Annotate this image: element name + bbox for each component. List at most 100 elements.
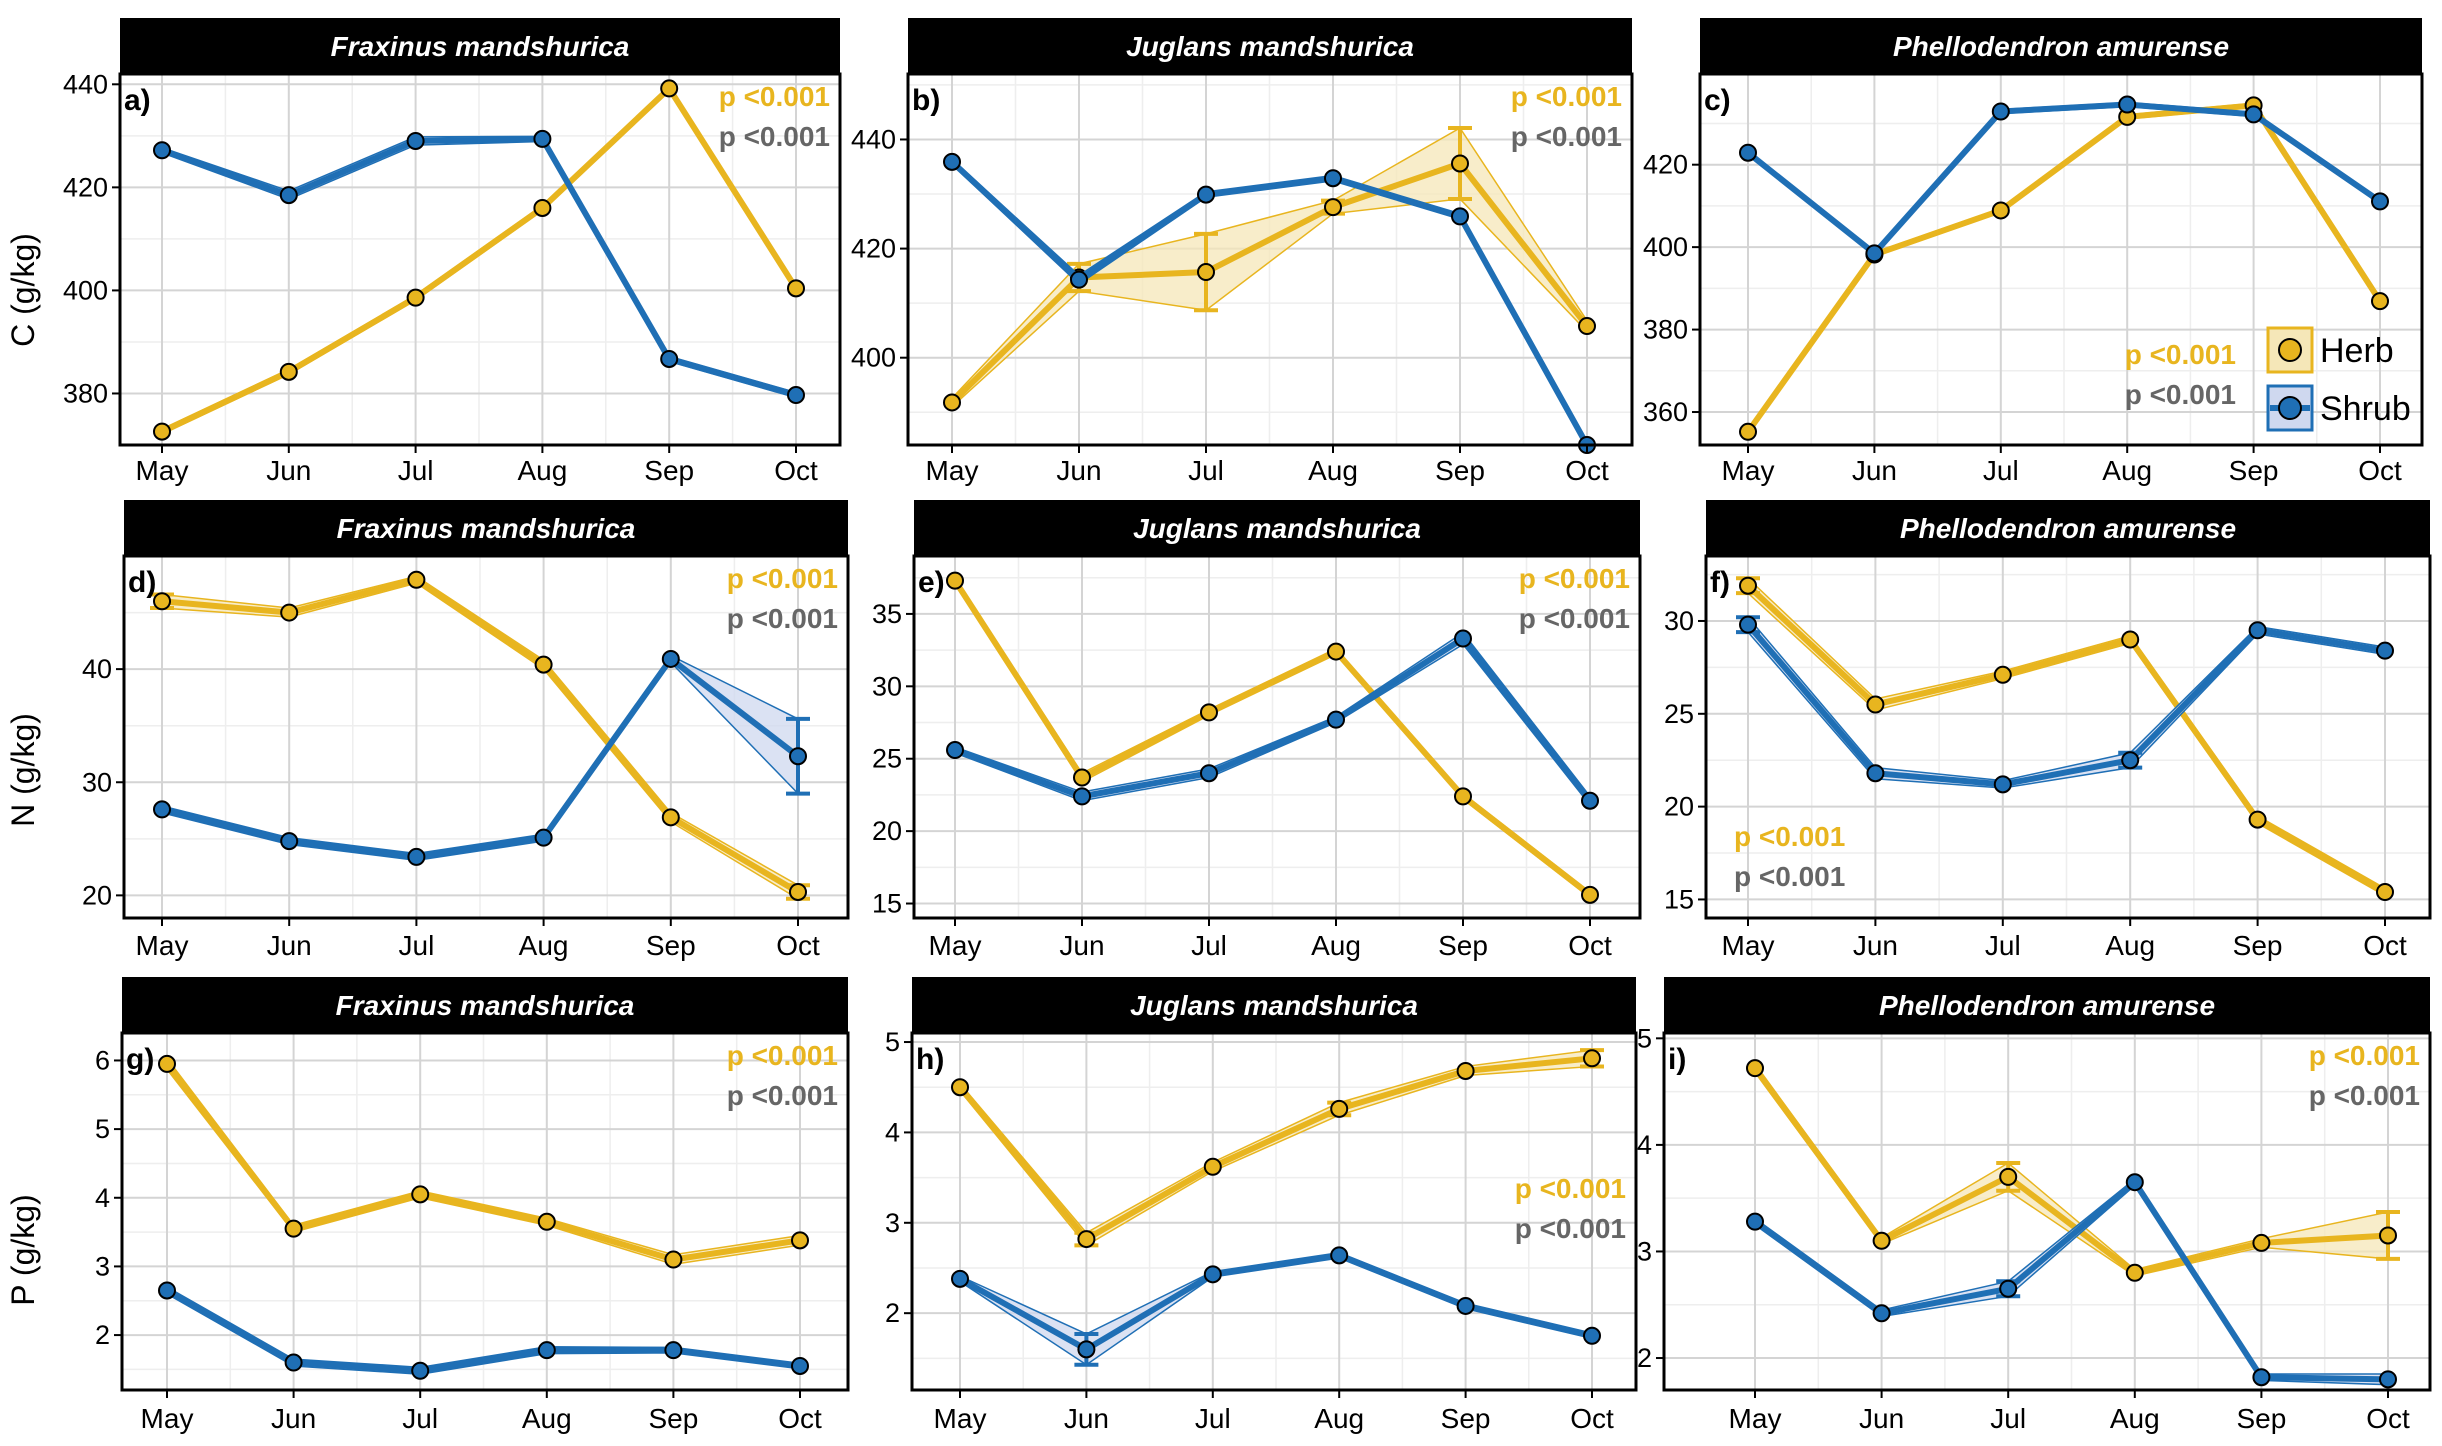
row-label-p: P (g/kg) xyxy=(5,1194,41,1305)
point-herb xyxy=(153,592,171,611)
series-line-shrub xyxy=(1746,101,2382,257)
point-shrub xyxy=(411,1361,430,1380)
series-line-shrub xyxy=(1745,622,2386,788)
x-tick-label: Aug xyxy=(1308,455,1358,486)
point-shrub xyxy=(537,1341,556,1360)
p-value-herb: p <0.001 xyxy=(1515,1173,1626,1204)
series-line-herb xyxy=(164,1062,801,1263)
x-tick-label: May xyxy=(926,455,979,486)
point-shrub xyxy=(158,1281,176,1300)
series-line-shrub xyxy=(953,635,1593,803)
point-herb xyxy=(1746,1059,1764,1078)
p-value-shrub: p <0.001 xyxy=(727,1080,838,1111)
panel-f: Phellodendron amurense 15 20 25 30 May Jun Jul A… xyxy=(1664,500,2432,961)
panel-d: Fraxinus mandshurica 20 30 40 May Jun Jul Aug Se… xyxy=(82,500,850,961)
point-herb xyxy=(2121,630,2140,649)
panel-title: Fraxinus mandshurica xyxy=(337,513,636,544)
point-shrub xyxy=(533,129,552,148)
point-shrub xyxy=(2376,641,2394,660)
panel-tag: g) xyxy=(126,1043,154,1076)
x-tick-label: Jun xyxy=(1859,1403,1904,1434)
x-tick-label: Aug xyxy=(2105,930,2155,961)
series-line-shrub xyxy=(161,135,797,398)
x-tick-label: Jun xyxy=(1852,455,1897,486)
point-shrub xyxy=(661,649,680,668)
x-tick-label: Oct xyxy=(2363,930,2407,961)
p-value-shrub: p <0.001 xyxy=(2309,1080,2420,1111)
x-tick-label: Jun xyxy=(1064,1403,1109,1434)
series-line-herb xyxy=(1752,1066,2389,1276)
point-shrub xyxy=(1070,270,1088,289)
y-tick-label: 40 xyxy=(82,654,112,684)
point-herb xyxy=(537,1212,556,1231)
y-tick-label: 5 xyxy=(95,1114,110,1144)
point-shrub xyxy=(1866,764,1885,783)
p-value-herb: p <0.001 xyxy=(1519,563,1630,594)
row-label-n: N (g/kg) xyxy=(5,713,41,827)
point-shrub xyxy=(1865,244,1884,263)
y-tick-label: 400 xyxy=(851,343,896,373)
point-herb xyxy=(1866,695,1885,714)
panel-tag: e) xyxy=(918,566,945,599)
x-tick-label: Jul xyxy=(399,930,435,961)
panel-title: Phellodendron amurense xyxy=(1893,31,2229,62)
point-shrub xyxy=(284,1353,303,1372)
x-tick-label: Oct xyxy=(1565,455,1609,486)
point-shrub xyxy=(534,828,553,847)
p-value-herb: p <0.001 xyxy=(727,1040,838,1071)
point-shrub xyxy=(1999,1279,2018,1298)
series-line-herb xyxy=(160,85,799,435)
point-shrub xyxy=(2252,1368,2271,1387)
series-line-shrub xyxy=(1753,1179,2389,1383)
y-tick-label: 440 xyxy=(851,124,896,154)
point-shrub xyxy=(1073,787,1091,806)
point-shrub xyxy=(789,747,807,766)
y-tick-label: 5 xyxy=(1637,1023,1652,1053)
x-tick-label: May xyxy=(136,930,189,961)
point-herb xyxy=(2379,1226,2397,1245)
x-tick-label: May xyxy=(1729,1403,1782,1434)
y-tick-label: 380 xyxy=(63,378,108,408)
point-herb xyxy=(660,79,679,98)
p-value-shrub: p <0.001 xyxy=(727,603,838,634)
point-herb xyxy=(2252,1233,2271,1252)
point-herb xyxy=(1324,198,1342,217)
point-shrub xyxy=(2379,1370,2397,1389)
point-herb xyxy=(1578,317,1596,336)
panel-title: Fraxinus mandshurica xyxy=(331,31,630,62)
panel-strip xyxy=(120,18,840,74)
point-herb xyxy=(1073,768,1091,787)
y-tick-label: 420 xyxy=(63,172,108,202)
series-line-shrub xyxy=(949,159,1590,447)
x-tick-label: Sep xyxy=(1441,1403,1491,1434)
y-tick-label: 400 xyxy=(63,275,108,305)
legend-herb-marker xyxy=(2278,338,2302,362)
point-herb xyxy=(1991,201,2010,220)
x-tick-label: Aug xyxy=(517,455,567,486)
x-tick-label: Sep xyxy=(2236,1403,2286,1434)
panel-frame xyxy=(1662,1031,2432,1392)
point-herb xyxy=(2248,810,2267,829)
point-herb xyxy=(1330,1099,1349,1118)
y-tick-label: 35 xyxy=(872,599,902,629)
point-shrub xyxy=(1872,1304,1891,1323)
series-line-herb xyxy=(1745,102,2383,434)
panel-frame xyxy=(120,1031,850,1392)
panel-strip xyxy=(1664,977,2430,1033)
panel-strip xyxy=(122,977,848,1033)
y-tick-label: 400 xyxy=(1643,232,1688,262)
point-herb xyxy=(1739,422,1757,441)
point-shrub xyxy=(1203,1265,1222,1284)
y-tick-label: 4 xyxy=(95,1183,110,1213)
y-tick-label: 3 xyxy=(95,1251,110,1281)
panel-h: Juglans mandshurica 2 3 4 5 May Jun Jul Aug Sep Oc… xyxy=(885,977,1638,1434)
point-shrub xyxy=(1454,629,1472,648)
x-tick-label: Jun xyxy=(266,455,311,486)
y-tick-label: 2 xyxy=(885,1298,900,1328)
panel-frame xyxy=(912,554,1642,920)
point-herb xyxy=(1200,703,1218,722)
panel-tag: d) xyxy=(128,566,156,599)
x-tick-label: Jul xyxy=(1990,1403,2026,1434)
point-shrub xyxy=(1739,143,1757,162)
